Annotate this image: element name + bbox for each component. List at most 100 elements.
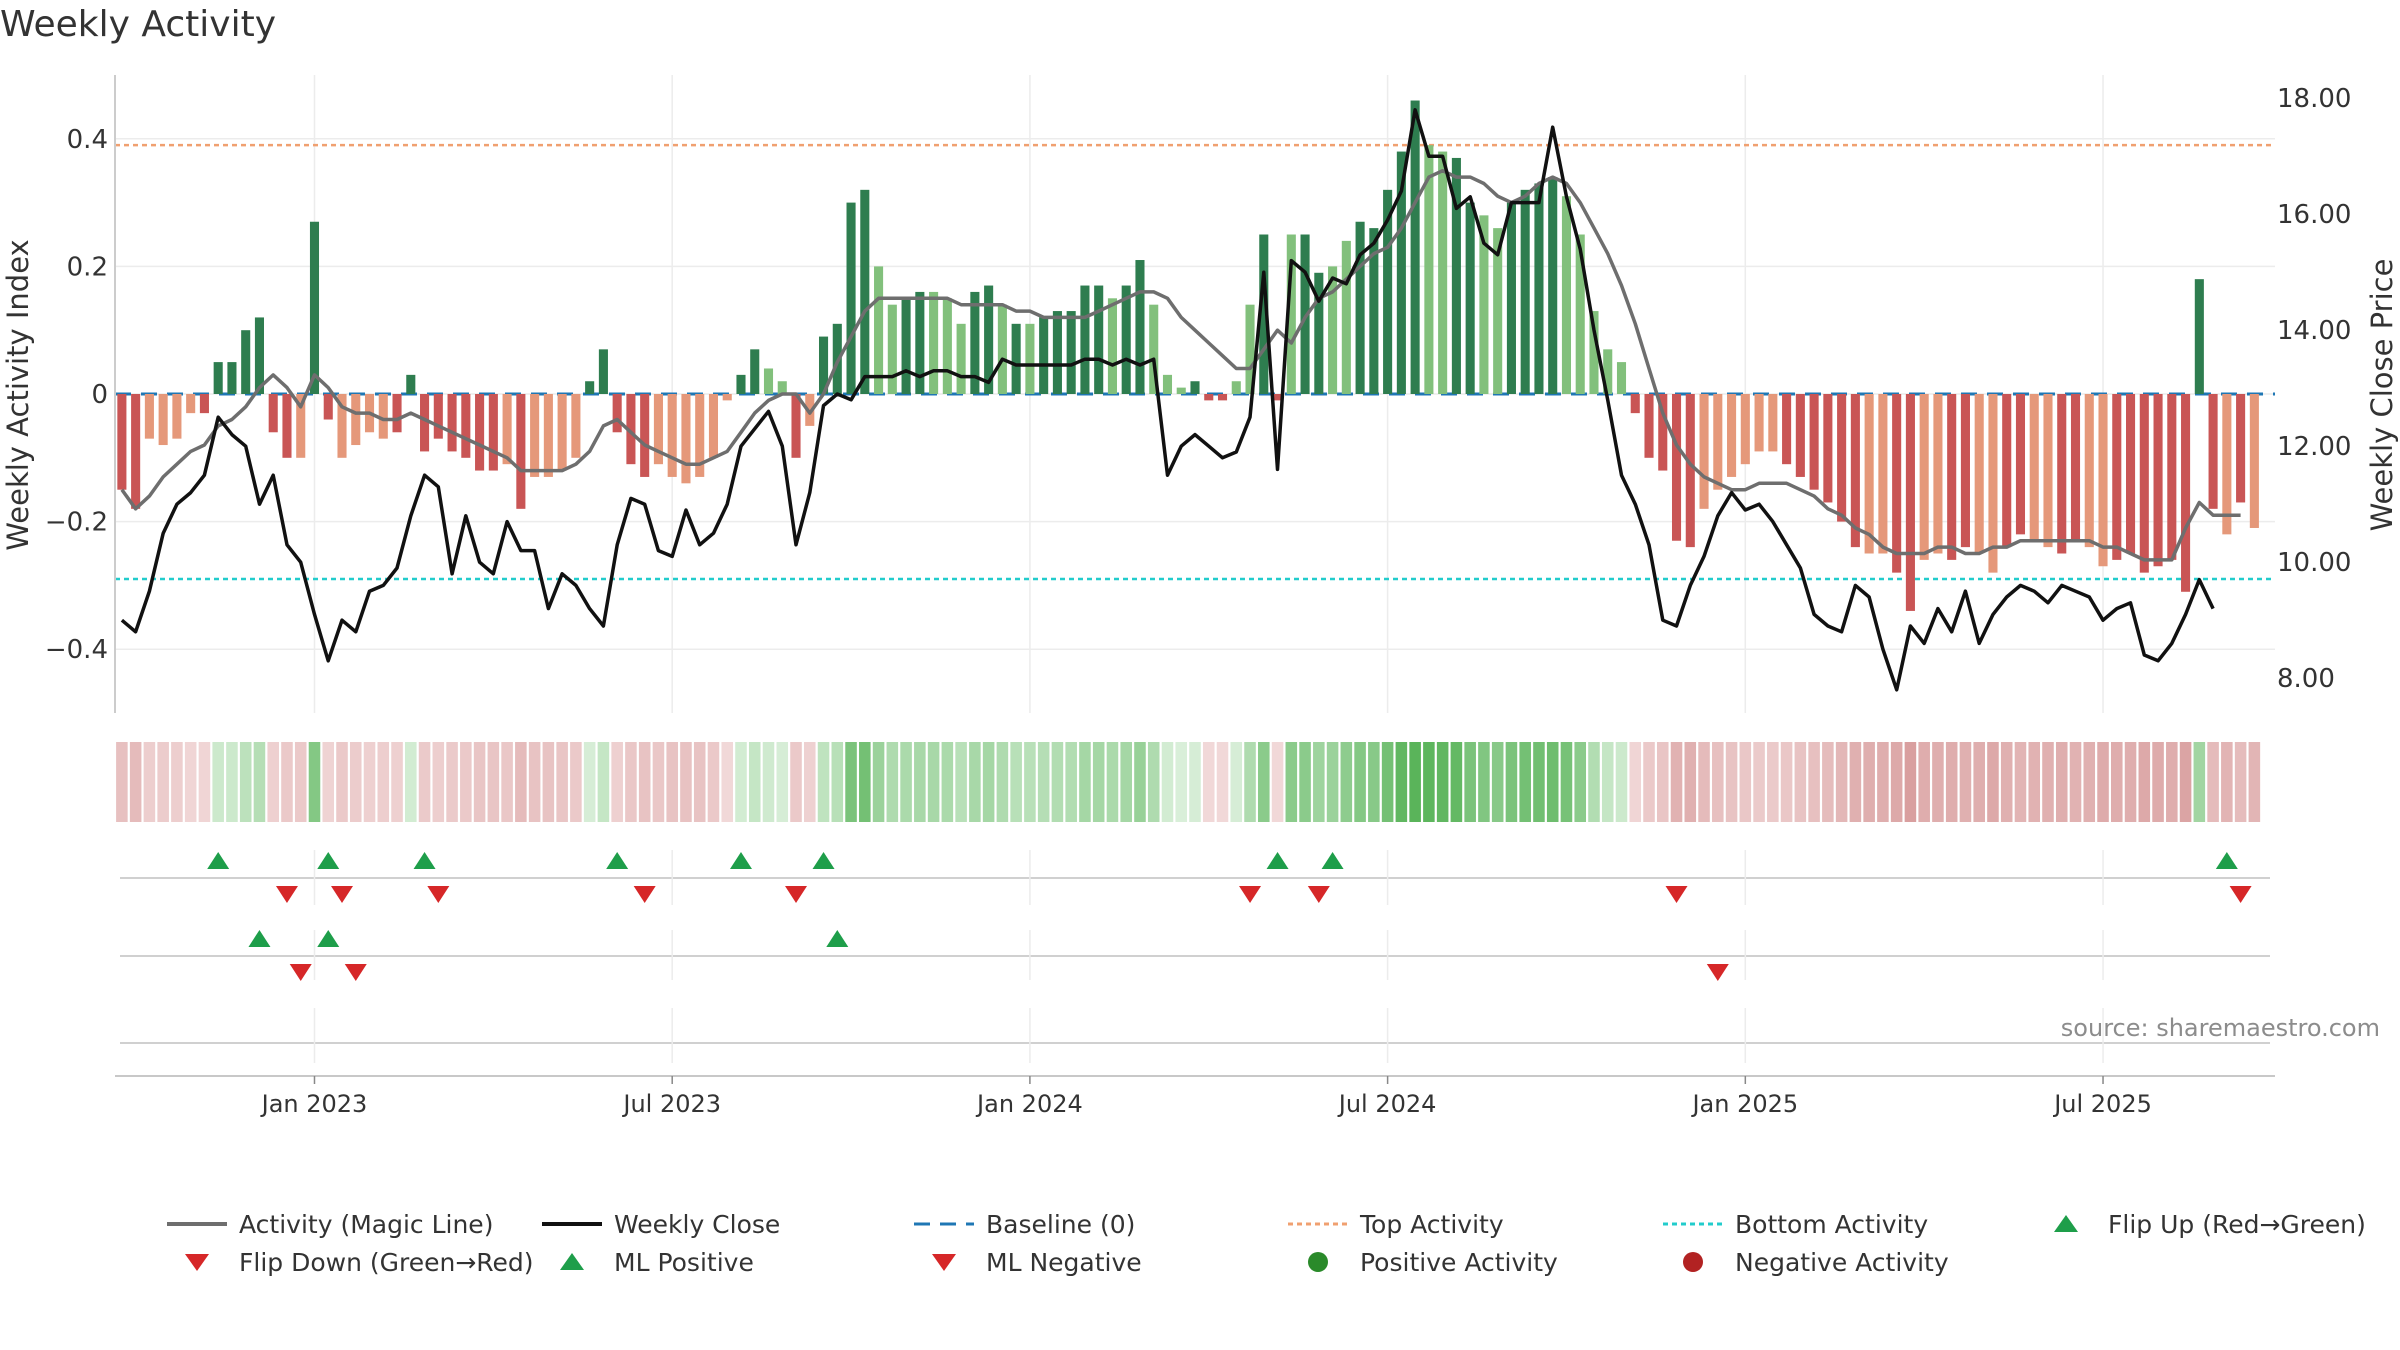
legend-swatch-flip-up: [2054, 1215, 2078, 1232]
heat-cell: [349, 742, 362, 822]
negative-activity-bar: [2112, 394, 2122, 560]
heat-cell: [1134, 742, 1146, 822]
y-left-tick-label: −0.4: [45, 635, 108, 665]
negative-activity-bar: [461, 394, 471, 458]
negative-activity-bar: [392, 394, 402, 433]
heat-cell: [253, 742, 266, 822]
legend-label: ML Negative: [986, 1247, 1142, 1277]
heat-cell: [1601, 742, 1614, 822]
legend-item-positive-activity: Positive Activity: [1286, 1244, 1558, 1280]
heat-cell: [294, 742, 307, 822]
heat-cell: [1010, 742, 1022, 822]
series-lines: [120, 108, 2241, 692]
negative-activity-bar: [1754, 394, 1764, 452]
positive-activity-bar: [846, 202, 856, 394]
positive-activity-bar: [598, 349, 608, 394]
signal-markers: [207, 852, 2252, 981]
flip-down-marker: [275, 886, 298, 903]
positive-activity-bar: [2194, 279, 2204, 394]
negative-activity-bar: [2126, 394, 2136, 554]
ml-positive-marker: [826, 930, 849, 947]
heat-cell: [1753, 742, 1765, 822]
heat-cell: [707, 742, 720, 822]
heat-cell: [693, 742, 706, 822]
y-right-tick-label: 8.00: [2277, 664, 2335, 694]
heat-cell: [377, 742, 390, 822]
positive-activity-bar: [1603, 349, 1613, 394]
negative-activity-bar: [1905, 394, 1915, 611]
x-tick-label: Jan 2025: [1690, 1090, 1798, 1118]
heat-cell: [1423, 742, 1435, 822]
y-left-tick-label: 0.4: [67, 125, 108, 155]
negative-activity-bar: [1685, 394, 1695, 548]
positive-activity-bar: [929, 291, 939, 394]
negative-activity-bar: [2181, 394, 2191, 592]
heat-cell: [680, 742, 692, 822]
heat-cell: [2138, 742, 2151, 822]
heat-cell: [2207, 742, 2219, 822]
flip-up-marker: [1266, 852, 1289, 869]
heat-cell: [872, 742, 885, 822]
heat-cell: [625, 742, 637, 822]
negative-activity-bar: [351, 394, 361, 446]
heat-cell: [969, 742, 981, 822]
heat-cell: [1051, 742, 1064, 822]
y-right-tick-label: 10.00: [2277, 548, 2351, 578]
heat-cell: [1147, 742, 1160, 822]
legend-item-flip-down: Flip Down (Green→Red): [165, 1244, 534, 1280]
heat-cell: [1175, 742, 1188, 822]
ml-negative-marker: [344, 964, 367, 981]
legend-item-flip-up: Flip Up (Red→Green): [2034, 1206, 2366, 1242]
negative-activity-bar: [1892, 394, 1902, 573]
negative-activity-bar: [296, 394, 306, 458]
heat-cell: [790, 742, 802, 822]
heat-cell: [1230, 742, 1243, 822]
negative-activity-bar: [1947, 394, 1957, 560]
legend-label: Bottom Activity: [1735, 1209, 1929, 1239]
heat-cell: [1340, 742, 1353, 822]
flip-down-marker: [785, 886, 808, 903]
legend-item-ml-negative: ML Negative: [912, 1244, 1142, 1280]
heat-cell: [1258, 742, 1270, 822]
heat-cell: [212, 742, 224, 822]
flip-up-marker: [207, 852, 230, 869]
legend-label: ML Positive: [614, 1247, 754, 1277]
positive-activity-bar: [1548, 177, 1558, 394]
heat-cell: [886, 742, 899, 822]
negative-activity-bar: [1919, 394, 1929, 560]
heat-cell: [2221, 742, 2233, 822]
heat-cell: [1409, 742, 1421, 822]
negative-activity-bar: [2236, 394, 2246, 503]
heat-cell: [1244, 742, 1256, 822]
heat-cell: [528, 742, 541, 822]
heat-cell: [583, 742, 596, 822]
heat-cell: [1918, 742, 1930, 822]
weekly-close-line: [120, 108, 2215, 692]
heat-cell: [845, 742, 857, 822]
legend-label: Top Activity: [1360, 1209, 1504, 1239]
heat-cell: [363, 742, 376, 822]
heat-cell: [1574, 742, 1587, 822]
negative-activity-bar: [1204, 394, 1214, 401]
heat-cell: [418, 742, 431, 822]
positive-activity-bar: [1162, 374, 1173, 394]
heat-cell: [1065, 742, 1077, 822]
heat-cell: [1189, 742, 1201, 822]
heat-cell: [487, 742, 500, 822]
positive-activity-bar: [585, 381, 595, 394]
negative-activity-bar: [131, 394, 141, 509]
negative-activity-bar: [2249, 394, 2259, 528]
negative-activity-bar: [571, 394, 581, 458]
heat-cell: [1739, 742, 1752, 822]
negative-activity-bar: [530, 394, 540, 477]
negative-activity-bar: [2070, 394, 2081, 541]
heat-cell: [817, 742, 830, 822]
legend-label: Flip Down (Green→Red): [239, 1247, 534, 1277]
positive-activity-bar: [1465, 202, 1475, 394]
positive-activity-bar: [860, 189, 870, 394]
heat-cell: [2000, 742, 2013, 822]
positive-activity-bar: [942, 298, 952, 394]
heat-cell: [1478, 742, 1490, 822]
negative-activity-bar: [2002, 394, 2012, 548]
